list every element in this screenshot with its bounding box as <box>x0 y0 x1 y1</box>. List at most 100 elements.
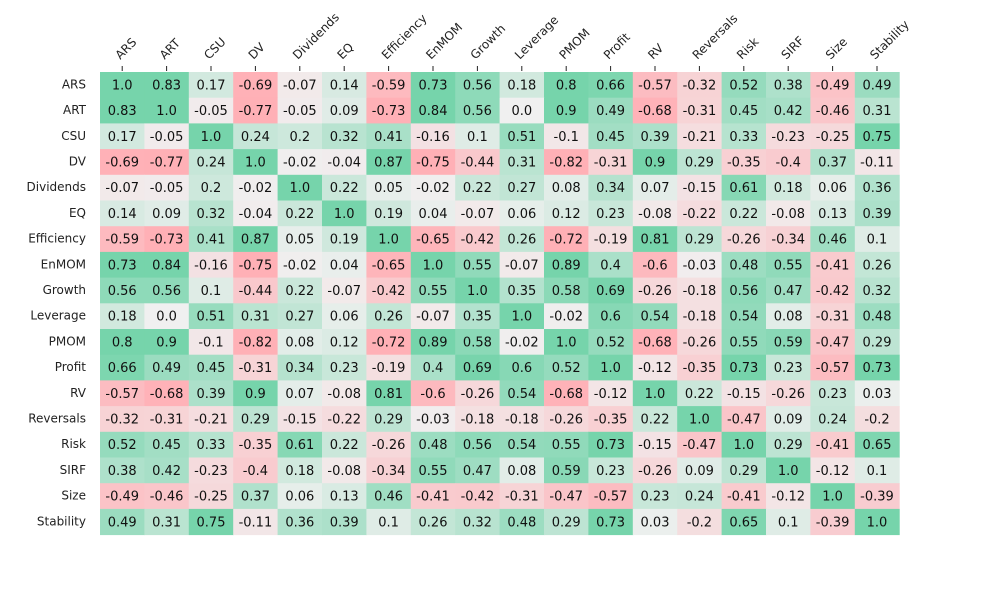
heatmap-cell <box>499 483 545 510</box>
heatmap-cell <box>100 457 145 484</box>
heatmap-cell <box>410 174 456 201</box>
heatmap-cell <box>499 200 545 227</box>
heatmap-cell <box>588 431 634 458</box>
cell-value-label: 0.6 <box>511 361 532 376</box>
cell-value-label: -0.41 <box>816 258 850 273</box>
cell-value-label: 0.22 <box>330 438 359 453</box>
cell-value-label: -0.12 <box>771 490 805 505</box>
heatmap-cell <box>277 406 323 433</box>
heatmap-cell <box>677 72 723 99</box>
cell-value-label: -0.57 <box>594 490 628 505</box>
cell-value-label: -0.02 <box>505 335 539 350</box>
cell-value-label: 0.24 <box>197 155 226 170</box>
cell-value-label: 0.23 <box>330 361 359 376</box>
heatmap-cell <box>100 97 145 124</box>
heatmap-cell <box>499 329 545 356</box>
heatmap-cell <box>544 483 589 510</box>
heatmap-cell <box>188 277 234 304</box>
cell-value-label: 0.56 <box>463 78 492 93</box>
heatmap-cell <box>455 303 501 330</box>
cell-value-label: -0.07 <box>461 207 495 222</box>
heatmap-cell <box>100 72 145 99</box>
heatmap-cell <box>499 174 545 201</box>
cell-value-label: 0.24 <box>685 490 714 505</box>
heatmap-cell <box>677 123 723 150</box>
cell-value-label: 0.22 <box>285 207 314 222</box>
cell-value-label: -0.26 <box>638 284 672 299</box>
cell-value-label: -0.46 <box>150 490 184 505</box>
heatmap-cell <box>721 72 767 99</box>
heatmap-cell <box>588 303 634 330</box>
heatmap-cell <box>277 329 323 356</box>
cell-value-label: -0.57 <box>816 361 850 376</box>
heatmap-cell <box>144 226 190 253</box>
row-label: Reversals <box>28 411 86 425</box>
heatmap-cell <box>810 72 856 99</box>
cell-value-label: 0.06 <box>285 490 314 505</box>
cell-value-label: 0.13 <box>818 207 847 222</box>
cell-value-label: 0.87 <box>374 155 403 170</box>
heatmap-cell <box>410 354 456 381</box>
heatmap-cell <box>499 123 545 150</box>
row-label: ART <box>63 103 87 117</box>
cell-value-label: 0.13 <box>330 490 359 505</box>
cell-value-label: 0.08 <box>285 335 314 350</box>
cell-value-label: -0.39 <box>860 490 894 505</box>
heatmap-cell <box>810 251 856 279</box>
cell-value-label: -0.35 <box>683 361 717 376</box>
heatmap-cell <box>188 406 234 433</box>
cell-value-label: -0.15 <box>683 181 717 196</box>
heatmap-cell <box>455 277 501 304</box>
heatmap-cell <box>721 354 767 381</box>
cell-value-label: 0.29 <box>774 438 803 453</box>
cell-value-label: -0.35 <box>594 412 628 427</box>
heatmap-cell <box>322 431 367 458</box>
cell-value-label: -0.07 <box>105 181 139 196</box>
cell-value-label: 0.65 <box>729 515 758 530</box>
heatmap-cell <box>366 226 412 253</box>
heatmap-cell <box>810 483 856 510</box>
cell-value-label: 0.55 <box>729 335 758 350</box>
heatmap-cell <box>766 149 811 176</box>
heatmap-cell <box>588 200 634 227</box>
cell-value-label: -0.12 <box>638 361 672 376</box>
heatmap-cell <box>100 303 145 330</box>
heatmap-cell <box>854 354 900 381</box>
heatmap-cell <box>100 483 145 510</box>
heatmap-cell <box>455 251 501 279</box>
cell-value-label: 0.09 <box>330 104 359 119</box>
heatmap-cell <box>677 97 723 124</box>
heatmap-cell <box>677 149 723 176</box>
heatmap-cell <box>544 149 589 176</box>
heatmap-cell <box>277 508 323 536</box>
cell-value-label: 1.0 <box>689 412 710 427</box>
cell-value-label: 0.55 <box>463 258 492 273</box>
heatmap-cell <box>144 303 190 330</box>
heatmap-cell <box>277 277 323 304</box>
heatmap-cell <box>544 508 589 536</box>
heatmap-cell <box>588 508 634 536</box>
cell-value-label: -0.11 <box>860 155 894 170</box>
row-label: Growth <box>43 283 86 297</box>
cell-value-label: 0.49 <box>596 104 625 119</box>
heatmap-cell <box>233 406 279 433</box>
heatmap-cell <box>544 277 589 304</box>
heatmap-cell <box>144 354 190 381</box>
cell-value-label: -0.72 <box>549 233 583 248</box>
cell-value-label: 0.56 <box>108 284 137 299</box>
cell-value-label: -0.07 <box>283 78 317 93</box>
cell-value-label: 0.73 <box>863 361 892 376</box>
cell-value-label: -0.6 <box>642 258 667 273</box>
heatmap-cell <box>188 251 234 279</box>
heatmap-cell <box>233 97 279 124</box>
cell-value-label: -0.4 <box>243 464 268 479</box>
cell-value-label: 0.24 <box>241 130 270 145</box>
cell-value-label: 0.81 <box>641 233 670 248</box>
heatmap-cell <box>233 508 279 536</box>
heatmap-cell <box>854 329 900 356</box>
cell-value-label: 0.39 <box>197 387 226 402</box>
cell-value-label: 0.05 <box>285 233 314 248</box>
column-label: Dividends <box>290 10 342 62</box>
heatmap-cell <box>322 251 367 279</box>
column-label: EQ <box>334 40 356 62</box>
